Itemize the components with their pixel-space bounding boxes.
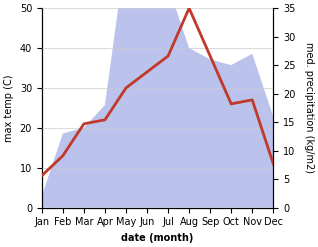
X-axis label: date (month): date (month) bbox=[121, 233, 194, 243]
Y-axis label: max temp (C): max temp (C) bbox=[4, 74, 14, 142]
Y-axis label: med. precipitation (kg/m2): med. precipitation (kg/m2) bbox=[304, 42, 314, 173]
